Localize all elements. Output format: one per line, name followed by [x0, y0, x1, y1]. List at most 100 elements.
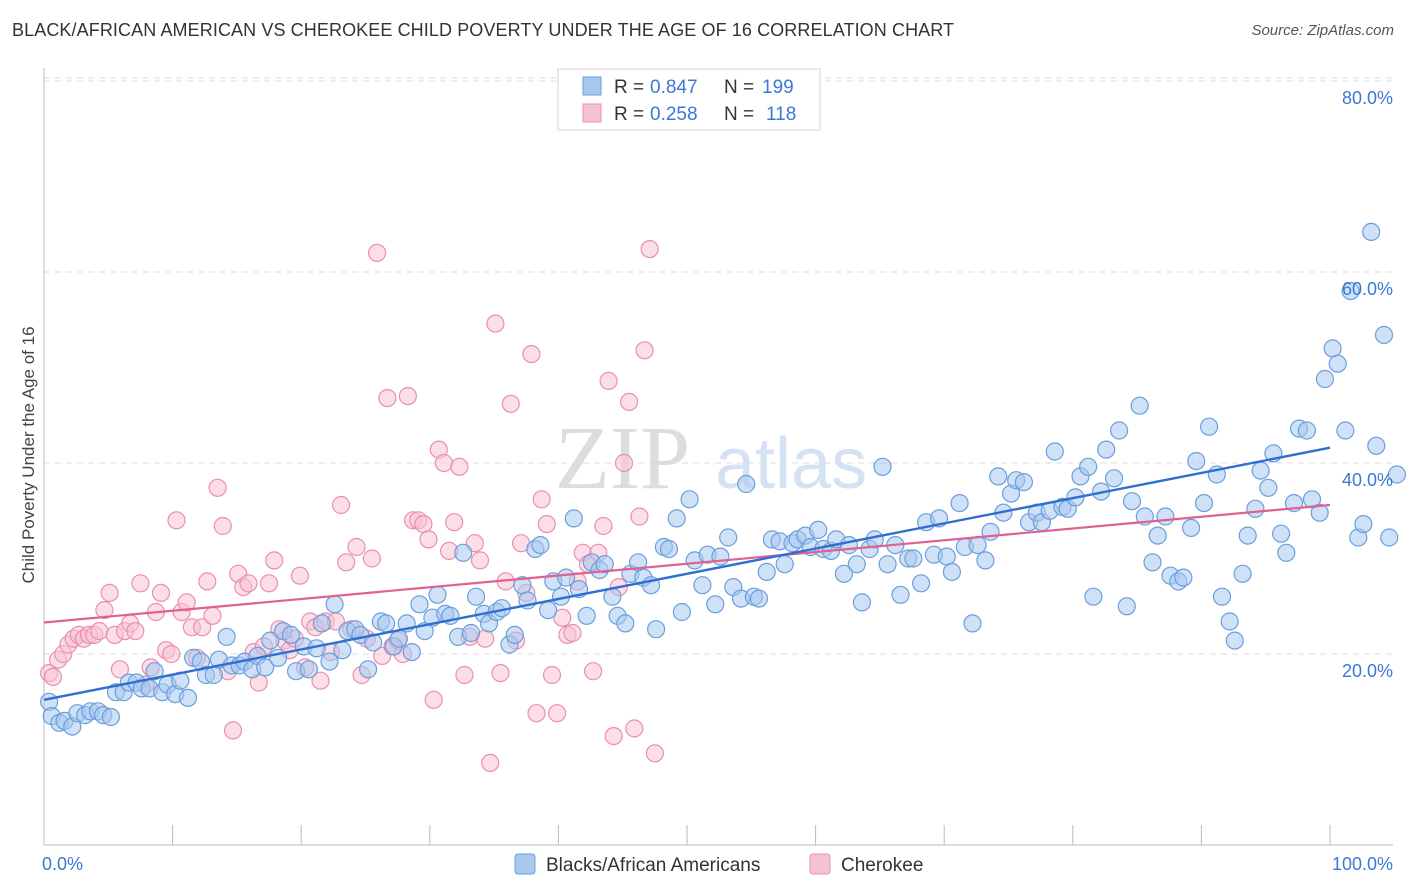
- cherokee-point: [522, 345, 541, 364]
- black-point: [706, 595, 725, 614]
- black-point: [839, 535, 859, 555]
- black-point: [564, 509, 583, 528]
- black-point: [989, 467, 1008, 486]
- cherokee-point: [542, 665, 562, 685]
- black-point: [616, 614, 635, 633]
- black-point: [410, 595, 429, 614]
- black-point: [1156, 507, 1175, 526]
- black-point: [1187, 452, 1206, 471]
- black-point: [1104, 469, 1124, 488]
- black-point: [911, 574, 931, 593]
- cherokee-point: [167, 511, 186, 530]
- cherokee-point: [362, 549, 381, 568]
- black-point: [461, 623, 481, 643]
- cherokee-point: [151, 583, 171, 603]
- cherokee-point: [213, 516, 232, 536]
- cherokee-point: [547, 704, 567, 723]
- cherokee-point: [347, 537, 366, 557]
- black-point: [1233, 564, 1252, 583]
- cherokee-point: [100, 583, 119, 603]
- black-point: [312, 614, 331, 633]
- cherokee-point: [203, 606, 222, 625]
- cherokee-point: [177, 593, 196, 612]
- black-point: [1225, 631, 1244, 650]
- stats-n-value-pink: 118: [766, 104, 796, 125]
- cherokee-point: [630, 507, 649, 526]
- black-point: [531, 535, 550, 555]
- black-point: [1341, 282, 1360, 301]
- black-point: [1315, 369, 1335, 389]
- black-point: [1199, 417, 1219, 436]
- black-point: [1271, 524, 1291, 543]
- black-point: [659, 539, 679, 559]
- black-point: [1238, 526, 1257, 545]
- cherokee-point: [239, 574, 258, 593]
- stats-r-label-blue: R =: [614, 77, 649, 98]
- black-point: [178, 688, 198, 708]
- series-legend: Blacks/African Americans Cherokee: [514, 853, 923, 876]
- black-point: [667, 509, 686, 528]
- cherokee-point: [625, 719, 644, 738]
- black-point: [1387, 465, 1406, 484]
- black-point: [1220, 612, 1239, 631]
- cherokee-point: [640, 240, 659, 259]
- black-point: [101, 707, 121, 727]
- black-point: [1194, 494, 1214, 513]
- cherokee-point: [434, 453, 453, 473]
- cherokee-point: [594, 516, 613, 536]
- black-point: [904, 549, 923, 568]
- black-point: [325, 595, 344, 614]
- cherokee-point: [95, 600, 114, 620]
- cherokee-point: [337, 553, 356, 572]
- legend-label-blue: Blacks/African Americans: [546, 855, 760, 876]
- black-point: [680, 490, 699, 509]
- black-point: [402, 642, 421, 662]
- black-point: [950, 494, 969, 513]
- black-point: [281, 625, 300, 645]
- chart-title: BLACK/AFRICAN AMERICAN VS CHEROKEE CHILD…: [12, 20, 955, 40]
- cherokee-point: [532, 490, 551, 509]
- black-point: [1277, 543, 1296, 562]
- black-point: [809, 520, 828, 540]
- stats-legend: R = 0.847 N = 199 R = 0.258 N = 118: [557, 68, 821, 131]
- trend-lines: [43, 446, 1331, 702]
- stats-r-value-pink: 0.258: [650, 104, 698, 125]
- black-point: [968, 535, 987, 555]
- cherokee-point: [332, 495, 351, 515]
- cherokee-point: [378, 389, 397, 408]
- black-point: [1354, 514, 1373, 534]
- cherokee-point: [645, 744, 665, 763]
- black-point: [1079, 457, 1098, 476]
- cherokee-point: [481, 753, 500, 773]
- black-point: [1148, 526, 1167, 545]
- black-point: [878, 555, 897, 574]
- black-point: [204, 665, 223, 685]
- cherokee-point: [527, 704, 546, 723]
- black-point: [145, 662, 164, 681]
- black-point: [299, 660, 318, 679]
- stats-swatch-blue: [582, 76, 602, 96]
- stats-n-value-blue: 199: [762, 77, 794, 98]
- black-points: [39, 222, 1406, 736]
- black-point: [981, 522, 1000, 541]
- black-point: [454, 543, 473, 562]
- cherokee-point: [259, 574, 279, 593]
- black-point: [852, 593, 872, 612]
- stats-n-label-pink: N =: [724, 104, 759, 125]
- black-point: [467, 587, 486, 606]
- cherokee-point: [193, 618, 212, 637]
- black-point: [693, 576, 712, 595]
- cherokee-point: [619, 392, 639, 411]
- black-point: [749, 589, 769, 608]
- black-point: [1323, 339, 1342, 358]
- cherokee-point: [208, 478, 227, 497]
- cherokee-point: [110, 660, 130, 679]
- black-point: [217, 627, 236, 646]
- black-point: [942, 562, 962, 582]
- black-point: [359, 660, 378, 679]
- black-point: [873, 457, 892, 476]
- cherokee-point: [290, 566, 309, 585]
- black-point: [719, 528, 738, 547]
- black-point: [1097, 440, 1116, 459]
